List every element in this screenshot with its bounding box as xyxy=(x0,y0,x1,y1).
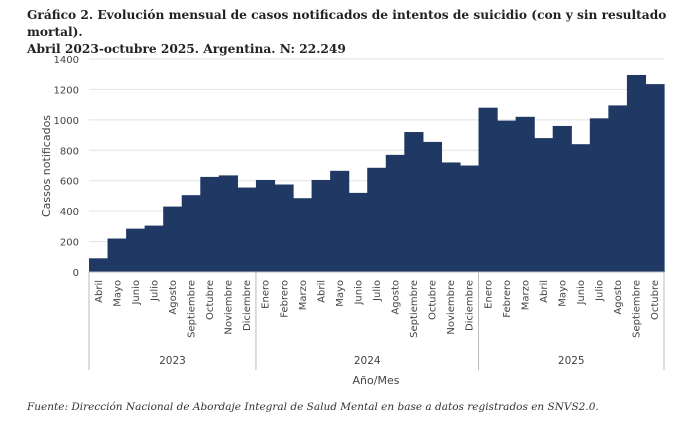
x-tick-label: Abril xyxy=(316,280,327,303)
x-tick-label: Septiembre xyxy=(409,280,420,338)
bar-marzo xyxy=(293,198,313,272)
bar-septiembre xyxy=(626,74,647,272)
bar-octubre xyxy=(422,141,443,272)
x-tick-label: Mayo xyxy=(112,280,123,307)
x-tick-label: Abril xyxy=(539,280,550,303)
x-tick-label: Junio xyxy=(353,280,364,306)
bar-mayo xyxy=(552,125,572,272)
y-tick-label: 1000 xyxy=(54,116,79,127)
bar-junio xyxy=(126,228,146,272)
x-tick-label: Octubre xyxy=(428,280,439,320)
title-line-1: Gráfico 2. Evolución mensual de casos no… xyxy=(27,8,667,39)
x-tick-label: Febrero xyxy=(279,280,290,318)
x-tick-label: Febrero xyxy=(502,280,513,318)
x-tick-label: Agosto xyxy=(391,280,402,315)
year-label: 2023 xyxy=(159,355,186,367)
bar-octubre xyxy=(200,176,220,272)
bar-abril xyxy=(89,258,109,272)
y-tick-label: 800 xyxy=(60,146,79,157)
x-tick-label: Marzo xyxy=(520,280,531,310)
bar-abril xyxy=(311,179,331,272)
x-axis-label: Año/Mes xyxy=(353,374,400,387)
bar-abril xyxy=(534,138,554,272)
x-tick-label: Mayo xyxy=(557,280,568,307)
x-tick-label: Noviembre xyxy=(224,280,235,335)
x-tick-label: Julio xyxy=(149,280,160,302)
y-axis-label: Cassos notificados xyxy=(40,115,53,217)
y-tick-label: 400 xyxy=(60,207,79,218)
x-tick-label: Enero xyxy=(483,280,494,309)
y-tick-label: 200 xyxy=(60,238,79,249)
bar-junio xyxy=(571,144,591,272)
bar-enero xyxy=(478,107,498,272)
x-tick-label: Mayo xyxy=(335,280,346,307)
bar-diciembre xyxy=(459,165,480,272)
chart-title: Gráfico 2. Evolución mensual de casos no… xyxy=(27,7,697,58)
x-tick-label: Agosto xyxy=(168,280,179,315)
x-tick-label: Octubre xyxy=(650,280,661,320)
x-tick-label: Octubre xyxy=(205,280,216,320)
bar-noviembre xyxy=(218,175,238,272)
bar-octubre xyxy=(645,84,665,272)
bar-julio xyxy=(589,118,609,272)
bar-agosto xyxy=(608,105,628,273)
bar-enero xyxy=(255,179,276,272)
source-note: Fuente: Dirección Nacional de Abordaje I… xyxy=(27,401,599,413)
bar-julio xyxy=(367,167,387,272)
x-tick-label: Junio xyxy=(576,280,587,306)
y-tick-label: 600 xyxy=(60,177,79,188)
x-tick-label: Abril xyxy=(94,280,105,303)
x-tick-label: Marzo xyxy=(298,280,309,310)
bar-noviembre xyxy=(441,162,461,272)
x-tick-label: Noviembre xyxy=(446,280,457,335)
x-tick-label: Junio xyxy=(131,280,142,306)
x-tick-label: Julio xyxy=(372,280,383,302)
year-label: 2025 xyxy=(558,355,585,367)
x-tick-label: Septiembre xyxy=(187,280,198,338)
bar-mayo xyxy=(330,170,350,272)
bar-agosto xyxy=(163,206,183,272)
y-tick-label: 0 xyxy=(73,268,79,279)
y-tick-label: 1200 xyxy=(54,85,79,96)
bar-febrero xyxy=(497,120,517,272)
title-line-2: Abril 2023-octubre 2025. Argentina. N: 2… xyxy=(27,42,346,56)
x-tick-label: Enero xyxy=(261,280,272,309)
bar-mayo xyxy=(107,238,127,272)
y-tick-label: 1400 xyxy=(54,55,79,66)
bar-septiembre xyxy=(181,195,201,272)
x-tick-label: Agosto xyxy=(613,280,624,315)
bar-febrero xyxy=(274,184,294,272)
bar-septiembre xyxy=(404,132,424,272)
year-label: 2024 xyxy=(354,355,381,367)
bar-diciembre xyxy=(237,187,257,272)
x-tick-label: Diciembre xyxy=(465,280,476,331)
bar-marzo xyxy=(515,116,535,272)
bar-julio xyxy=(144,225,164,272)
bar-agosto xyxy=(385,154,405,272)
bar-junio xyxy=(348,192,368,272)
x-tick-label: Septiembre xyxy=(632,280,643,338)
x-tick-label: Julio xyxy=(595,280,606,302)
x-tick-label: Diciembre xyxy=(242,280,253,331)
